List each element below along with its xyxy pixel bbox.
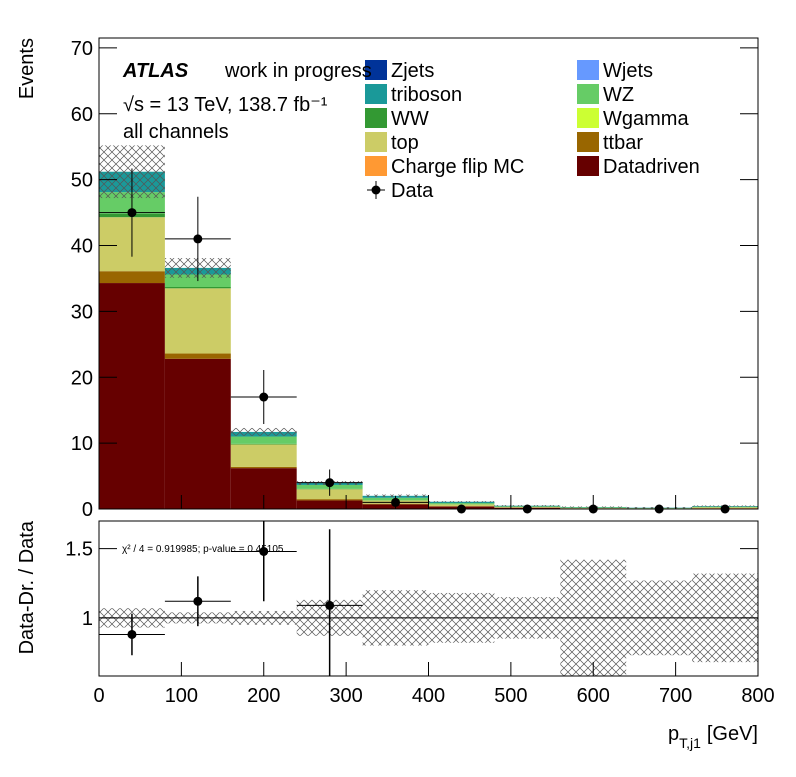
energy-label: √s = 13 TeV, 138.7 fb⁻¹ [123,94,328,116]
x-tick-label: 600 [577,685,610,707]
legend-label: Charge flip MC [391,156,524,178]
x-tick-label: 800 [741,685,774,707]
data-point [259,393,268,402]
legend-swatch [577,60,599,80]
x-tick-label: 300 [329,685,362,707]
x-tick-label: 400 [412,685,445,707]
y-tick-label: 70 [71,38,93,60]
legend-label: WW [391,108,429,130]
data-point [325,478,334,487]
legend-label: top [391,132,419,154]
legend-label: Data [391,180,434,202]
uncertainty-band [231,428,297,436]
y-tick-label: 20 [71,367,93,389]
legend-swatch [365,108,387,128]
legend-label: Zjets [391,60,434,82]
histogram-segment [297,500,363,509]
data-point [193,234,202,243]
legend-label: Wjets [603,60,653,82]
ratio-point [193,597,202,606]
y-tick-label: 1.5 [65,539,93,561]
legend-label: triboson [391,84,462,106]
y-tick-label: 1 [82,608,93,630]
histogram-segment [99,283,165,509]
legend-label: Wgamma [603,108,689,130]
legend-swatch [577,132,599,152]
legend-swatch [577,108,599,128]
y-tick-label: 40 [71,236,93,258]
x-title-main: p [668,723,679,745]
legend-swatch [577,84,599,104]
histogram-segment [165,354,231,359]
legend-swatch [365,132,387,152]
legend-label: Datadriven [603,156,700,178]
ratio-point [127,630,136,639]
histogram-segment [231,444,297,466]
uncertainty-band [429,501,495,502]
legend-label: ttbar [603,132,643,154]
y-axis-title: Events [16,38,38,99]
x-tick-label: 0 [93,685,104,707]
status-label: work in progress [224,60,372,82]
y-tick-label: 0 [82,499,93,521]
y-tick-label: 60 [71,104,93,126]
histogram-segment [165,287,231,288]
experiment-label: ATLAS [122,60,189,82]
x-title-sub: T,j1 [679,735,701,751]
histogram-segment [297,499,363,500]
x-tick-label: 100 [165,685,198,707]
y-tick-label: 30 [71,301,93,323]
x-title-unit: [GeV] [707,723,758,745]
y-tick-label: 10 [71,433,93,455]
histogram-segment [429,503,495,504]
legend-data-marker [372,186,381,195]
x-tick-label: 200 [247,685,280,707]
data-point [127,208,136,217]
annotation: χ² / 4 = 0.919985; p-value = 0.45105 [122,544,284,555]
data-point [391,498,400,507]
y-tick-label: 50 [71,170,93,192]
region-label: all channels [123,121,229,143]
x-tick-label: 500 [494,685,527,707]
x-tick-label: 700 [659,685,692,707]
y-axis-title: Data-Dr. / Data [16,520,38,654]
histogram-segment [231,467,297,468]
ratio-point [325,601,334,610]
histogram-segment [231,444,297,445]
legend-swatch [365,156,387,176]
legend-swatch [577,156,599,176]
histogram-segment [231,437,297,444]
histogram-segment [165,288,231,353]
histogram-segment [99,271,165,283]
legend-label: WZ [603,84,634,106]
legend-swatch [365,84,387,104]
histogram-segment [165,359,231,509]
